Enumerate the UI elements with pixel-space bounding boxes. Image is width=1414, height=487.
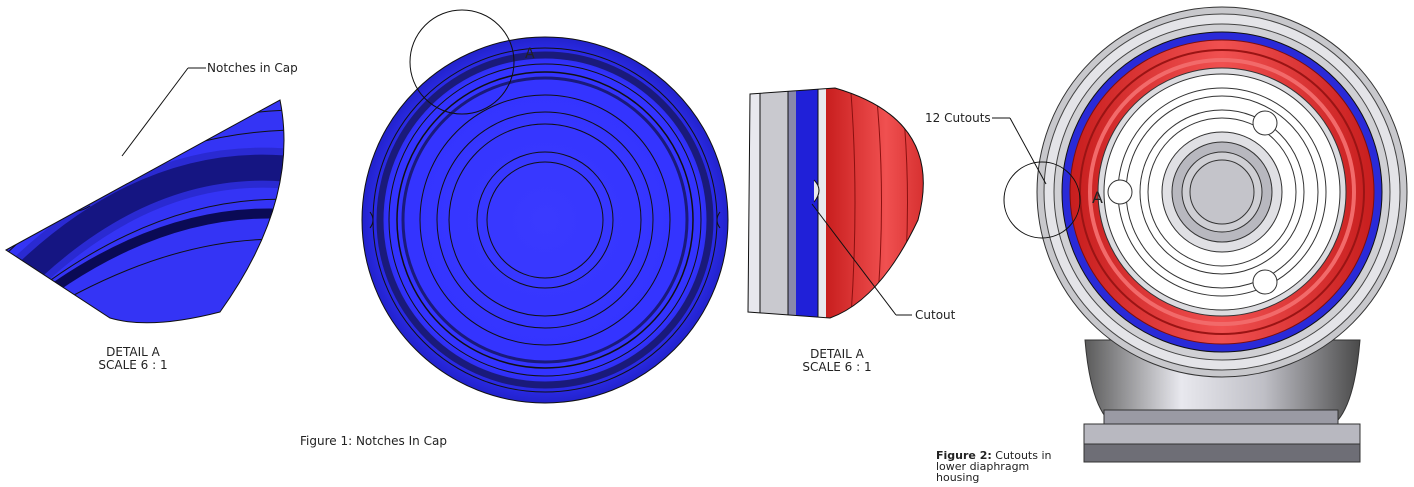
cutout-callout-leader <box>811 203 897 316</box>
figure2-caption-text: Cutouts in lower diaphragm housing <box>936 449 1052 484</box>
figure2-caption: Figure 2: Cutouts in lower diaphragm hou… <box>936 450 1056 483</box>
right-detail-title-text: DETAIL A <box>810 347 864 361</box>
cap-top-view <box>361 9 729 404</box>
cap-detail-marker: A <box>525 46 535 62</box>
left-detail-title-text: DETAIL A <box>106 345 160 359</box>
housing-view <box>992 6 1408 463</box>
housing-detail-a-circle <box>1003 161 1081 239</box>
cutouts-callout-leader <box>1009 117 1047 185</box>
figure1-caption: Figure 1: Notches In Cap <box>300 434 447 448</box>
right-detail-view <box>747 87 924 319</box>
housing-detail-marker: A <box>1092 188 1103 207</box>
notches-callout-leader <box>121 67 189 157</box>
cutout-callout-label: Cutout <box>915 308 956 322</box>
left-detail-title: DETAIL A SCALE 6 : 1 <box>88 346 178 372</box>
notches-callout-label: Notches in Cap <box>207 61 298 75</box>
detail-a-circle <box>409 9 515 115</box>
left-detail-scale-text: SCALE 6 : 1 <box>98 358 168 372</box>
right-detail-title: DETAIL A SCALE 6 : 1 <box>792 348 882 374</box>
cutouts-callout-label: 12 Cutouts <box>925 111 991 125</box>
figure2-caption-bold: Figure 2: <box>936 449 992 462</box>
right-detail-scale-text: SCALE 6 : 1 <box>802 360 872 374</box>
left-detail-view <box>5 67 285 324</box>
